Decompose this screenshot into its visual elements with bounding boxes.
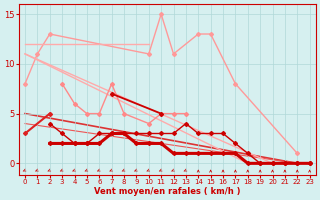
- X-axis label: Vent moyen/en rafales ( km/h ): Vent moyen/en rafales ( km/h ): [94, 187, 241, 196]
